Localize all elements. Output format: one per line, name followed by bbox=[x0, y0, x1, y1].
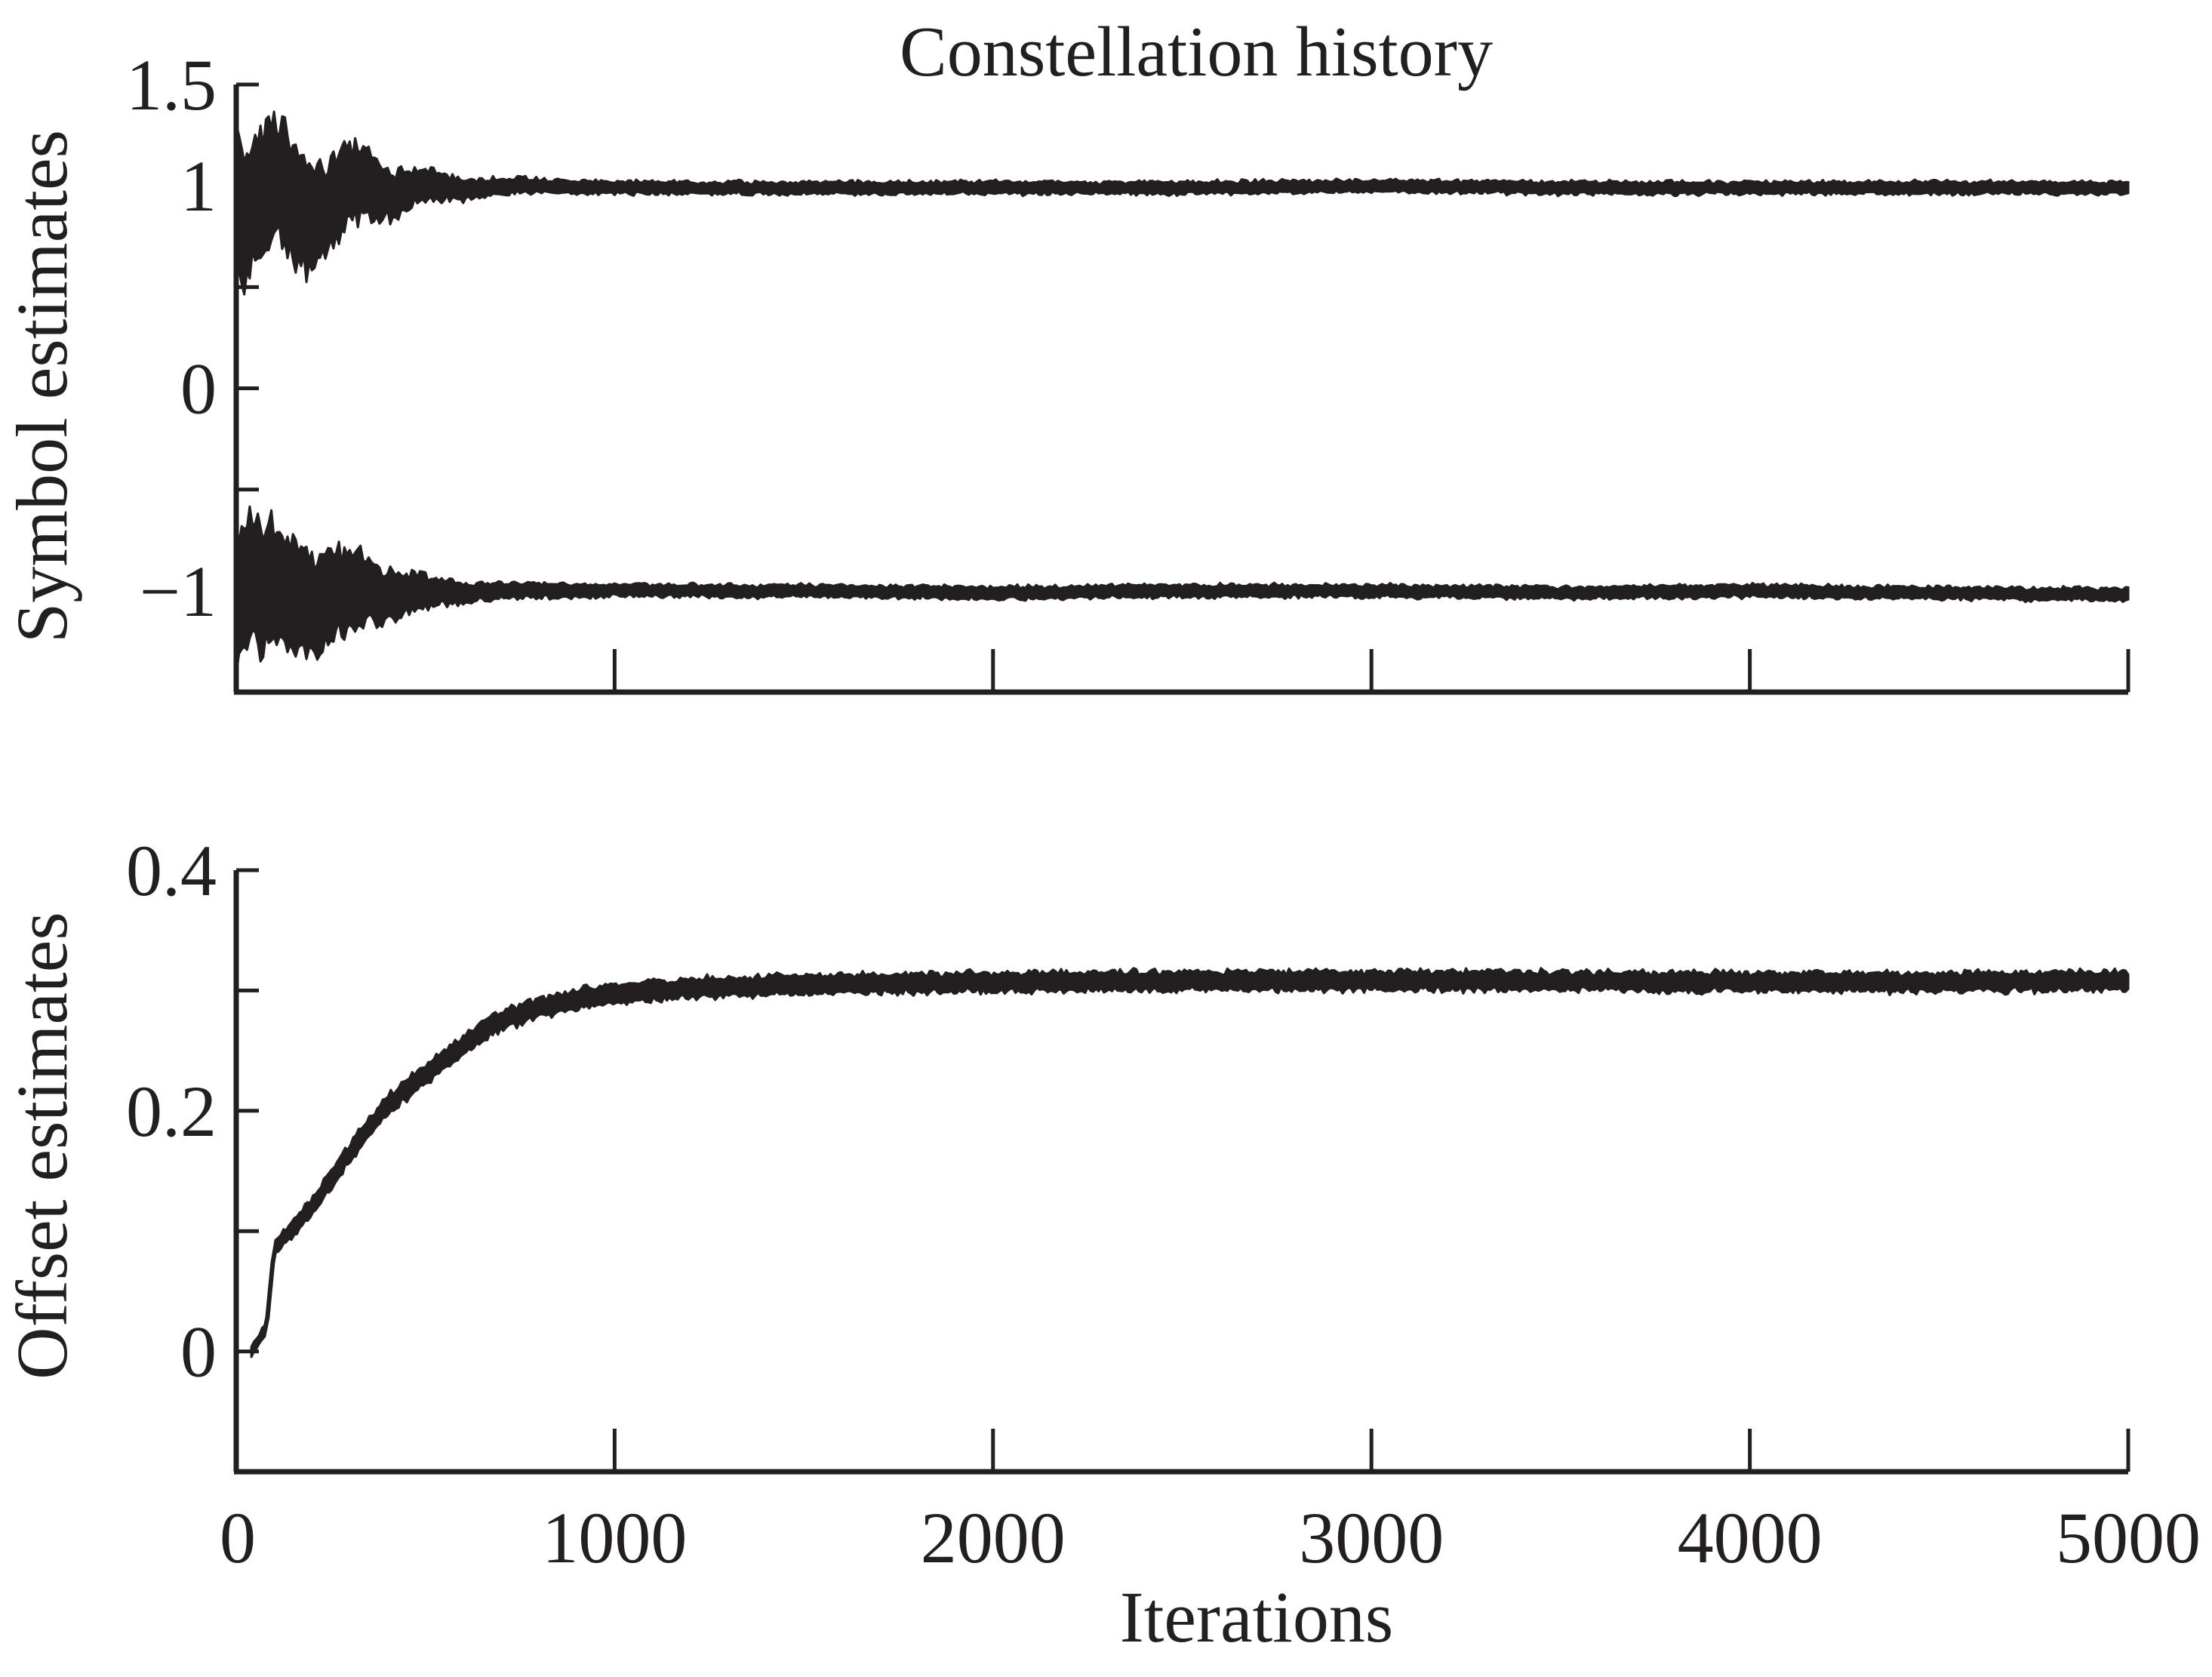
y-tick-label: 1.5 bbox=[126, 45, 217, 125]
series-line-0 bbox=[234, 173, 2128, 225]
series-line-1 bbox=[235, 578, 2128, 610]
series-band-0 bbox=[235, 110, 2130, 296]
x-tick-label: 5000 bbox=[2056, 1497, 2201, 1578]
x-tick-label: 1000 bbox=[542, 1497, 687, 1578]
offset-series bbox=[249, 967, 2130, 1359]
x-axis-label: Iterations bbox=[1120, 1577, 1394, 1657]
y-tick-label: 1 bbox=[180, 146, 217, 226]
offset-axes bbox=[233, 870, 2128, 1475]
y-tick-label: 0 bbox=[180, 1312, 217, 1392]
x-tick-label: 4000 bbox=[1678, 1497, 1823, 1578]
y-tick-label: 0.2 bbox=[126, 1071, 217, 1152]
offset-y-axis-label: Offset estimates bbox=[2, 912, 82, 1379]
x-tick-label: 3000 bbox=[1299, 1497, 1444, 1578]
y-tick-label: 0.4 bbox=[126, 830, 217, 911]
x-tick-label: 0 bbox=[220, 1497, 256, 1578]
offset-ticks: 0.4 0.2 0 0 1000 2000 3000 4000 5000 bbox=[126, 830, 2201, 1578]
x-tick-label: 2000 bbox=[921, 1497, 1066, 1578]
y-tick-label: −1 bbox=[140, 551, 217, 632]
offset-estimates-panel: 0.4 0.2 0 0 1000 2000 3000 4000 5000 Offset esti… bbox=[2, 830, 2201, 1657]
symbol-series bbox=[234, 110, 2130, 678]
symbol-ticks: 1.5 1 0 −1 bbox=[126, 45, 2130, 694]
series-band-0 bbox=[250, 967, 2130, 1359]
y-tick-label: 0 bbox=[180, 349, 217, 429]
series-line-0 bbox=[249, 978, 2129, 1353]
symbol-estimates-panel: 1.5 1 0 −1 Symbol estimates bbox=[2, 45, 2130, 695]
chart-title: Constellation history bbox=[900, 13, 1493, 91]
symbol-y-axis-label: Symbol estimates bbox=[2, 130, 82, 643]
